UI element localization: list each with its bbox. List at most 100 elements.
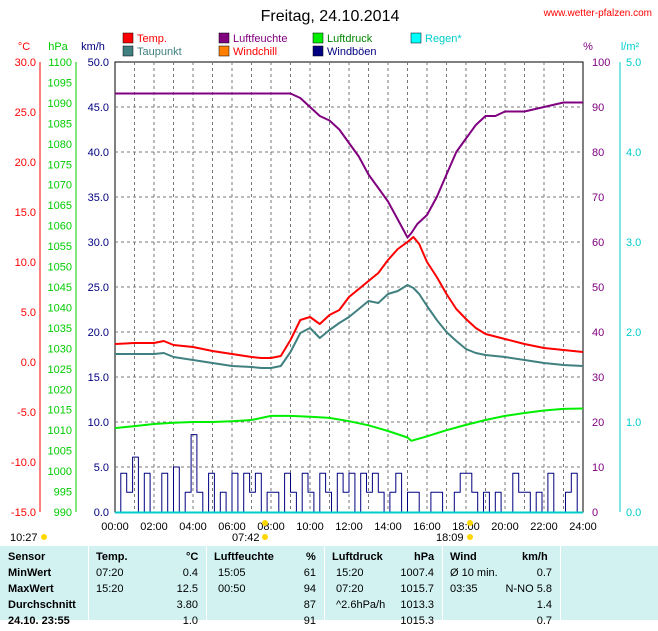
hpa-tick-label: 1090 bbox=[48, 98, 72, 110]
legend-label: Luftdruck bbox=[327, 33, 373, 45]
kmh-tick-label: 40.0 bbox=[88, 147, 109, 159]
sunrise-marker-icon bbox=[262, 520, 268, 526]
hpa-tick-label: 1015 bbox=[48, 405, 72, 417]
pct-tick-label: 70 bbox=[592, 192, 604, 204]
kmh-tick-label: 10.0 bbox=[88, 417, 109, 429]
chart-legend: Temp. Luftfeuchte Luftdruck Regen* Taupunkt W… bbox=[122, 32, 462, 58]
time-tick-label: 06:00 bbox=[218, 521, 246, 533]
series-line-luftfeuchte bbox=[115, 92, 583, 239]
time-tick-label: 18:00 bbox=[452, 521, 480, 533]
hpa-tick-label: 1070 bbox=[48, 180, 72, 192]
hpa-tick-label: 1010 bbox=[48, 425, 72, 437]
kmh-tick-label: 0.0 bbox=[94, 507, 109, 519]
table-row: 24.10. 23:55 1.0 91 1015.3 0.7 bbox=[0, 615, 658, 631]
table-header-row: Sensor Temp. °C Luftfeuchte % Luftdruck … bbox=[0, 551, 658, 567]
temp-tick-label: 5.0 bbox=[21, 307, 36, 319]
table-row: MaxWert 15:20 12.5 00:50 94 07:20 1015.7 03:35 N… bbox=[0, 583, 658, 599]
time-tick-label: 00:00 bbox=[101, 521, 129, 533]
moonrise-label: 10:27 bbox=[10, 532, 38, 544]
hpa-tick-label: 1060 bbox=[48, 221, 72, 233]
kmh-tick-label: 45.0 bbox=[88, 102, 109, 114]
hpa-unit-label: hPa bbox=[48, 41, 68, 53]
hpa-tick-label: 1000 bbox=[48, 466, 72, 478]
sunset-icon bbox=[467, 534, 473, 540]
header-pressure-unit: hPa bbox=[414, 551, 435, 563]
table-row: Durchschnitt 3.80 87 ^2.6hPa/h 1013.3 1.4 bbox=[0, 599, 658, 615]
table-cell: 1015.3 bbox=[400, 615, 434, 627]
table-cell: 15:20 bbox=[96, 583, 124, 595]
kmh-unit-label: km/h bbox=[81, 41, 105, 53]
header-humidity-unit: % bbox=[306, 551, 316, 563]
table-cell: 0.7 bbox=[536, 615, 552, 627]
hpa-tick-label: 1020 bbox=[48, 384, 72, 396]
table-cell: 1007.4 bbox=[400, 567, 434, 579]
pct-tick-label: 80 bbox=[592, 147, 604, 159]
table-cell: 1.4 bbox=[536, 599, 552, 611]
kmh-tick-label: 5.0 bbox=[94, 462, 109, 474]
kmh-tick-label: 15.0 bbox=[88, 372, 109, 384]
rain-tick-label: 3.0 bbox=[626, 237, 641, 249]
rain-tick-label: 4.0 bbox=[626, 147, 641, 159]
hpa-tick-label: 1100 bbox=[48, 57, 72, 69]
hpa-tick-label: 1025 bbox=[48, 364, 72, 376]
hpa-tick-label: 1030 bbox=[48, 343, 72, 355]
pct-tick-label: 60 bbox=[592, 237, 604, 249]
time-tick-label: 12:00 bbox=[335, 521, 363, 533]
hpa-tick-label: 990 bbox=[54, 507, 72, 519]
site-link[interactable]: www.wetter-pfalzen.com bbox=[543, 8, 652, 19]
time-tick-label: 20:00 bbox=[491, 521, 519, 533]
rain-unit-label: l/m² bbox=[621, 41, 640, 53]
hpa-tick-label: 1075 bbox=[48, 159, 72, 171]
temp-tick-label: -5.0 bbox=[17, 407, 36, 419]
series-line-luftdruck bbox=[114, 407, 584, 442]
table-cell: 0.7 bbox=[536, 567, 552, 579]
pct-tick-label: 20 bbox=[592, 417, 604, 429]
table-cell: N-NO 5.8 bbox=[505, 583, 552, 595]
header-humidity: Luftfeuchte bbox=[214, 551, 274, 563]
table-cell: 61 bbox=[303, 567, 316, 579]
pct-unit-label: % bbox=[583, 41, 593, 53]
table-cell: Durchschnitt bbox=[8, 599, 76, 611]
table-row: MinWert 07:20 0.4 15:05 61 15:20 1007.4 Ø 10 mi… bbox=[0, 567, 658, 583]
time-tick-label: 08:00 bbox=[257, 521, 285, 533]
header-temp-unit: °C bbox=[186, 551, 199, 563]
legend-swatch bbox=[122, 45, 134, 57]
time-tick-label: 04:00 bbox=[179, 521, 207, 533]
time-tick-label: 24:00 bbox=[569, 521, 597, 533]
legend-swatch bbox=[312, 45, 324, 57]
sunrise-icon bbox=[262, 534, 268, 540]
chart-series bbox=[114, 92, 584, 513]
table-cell: 91 bbox=[303, 615, 316, 627]
legend-label: Temp. bbox=[137, 33, 167, 45]
kmh-tick-label: 25.0 bbox=[88, 282, 109, 294]
legend-label: Taupunkt bbox=[137, 46, 182, 58]
pct-tick-label: 100 bbox=[592, 57, 610, 69]
kmh-tick-label: 30.0 bbox=[88, 237, 109, 249]
legend-label: Windchill bbox=[233, 46, 277, 58]
temp-tick-label: 30.0 bbox=[15, 57, 36, 69]
temp-tick-label: 0.0 bbox=[21, 357, 36, 369]
chart-grid bbox=[114, 61, 584, 513]
temp-tick-label: 10.0 bbox=[15, 257, 36, 269]
chart-axes: 30.0 25.0 20.0 15.0 10.0 5.0 0.0 -5.0 -10.0 -15.0… bbox=[10, 41, 641, 544]
series-line-windb-en bbox=[115, 434, 583, 513]
kmh-tick-label: 20.0 bbox=[88, 327, 109, 339]
rain-tick-label: 2.0 bbox=[626, 327, 641, 339]
table-cell: 94 bbox=[303, 583, 316, 595]
temp-tick-label: 25.0 bbox=[15, 107, 36, 119]
legend-swatch bbox=[122, 32, 134, 44]
time-tick-label: 10:00 bbox=[296, 521, 324, 533]
table-cell: 0.4 bbox=[182, 567, 198, 579]
header-temp: Temp. bbox=[96, 551, 128, 563]
rain-tick-label: 5.0 bbox=[626, 57, 641, 69]
temp-tick-label: -15.0 bbox=[11, 507, 36, 519]
statistics-table: Sensor Temp. °C Luftfeuchte % Luftdruck … bbox=[0, 546, 658, 627]
pct-tick-label: 0 bbox=[592, 507, 598, 519]
table-cell: 1.0 bbox=[182, 615, 198, 627]
pct-tick-label: 30 bbox=[592, 372, 604, 384]
legend-swatch bbox=[218, 32, 230, 44]
pct-tick-label: 10 bbox=[592, 462, 604, 474]
hpa-tick-label: 1065 bbox=[48, 200, 72, 212]
temp-unit-label: °C bbox=[18, 41, 30, 53]
series-line-temp- bbox=[114, 236, 584, 359]
